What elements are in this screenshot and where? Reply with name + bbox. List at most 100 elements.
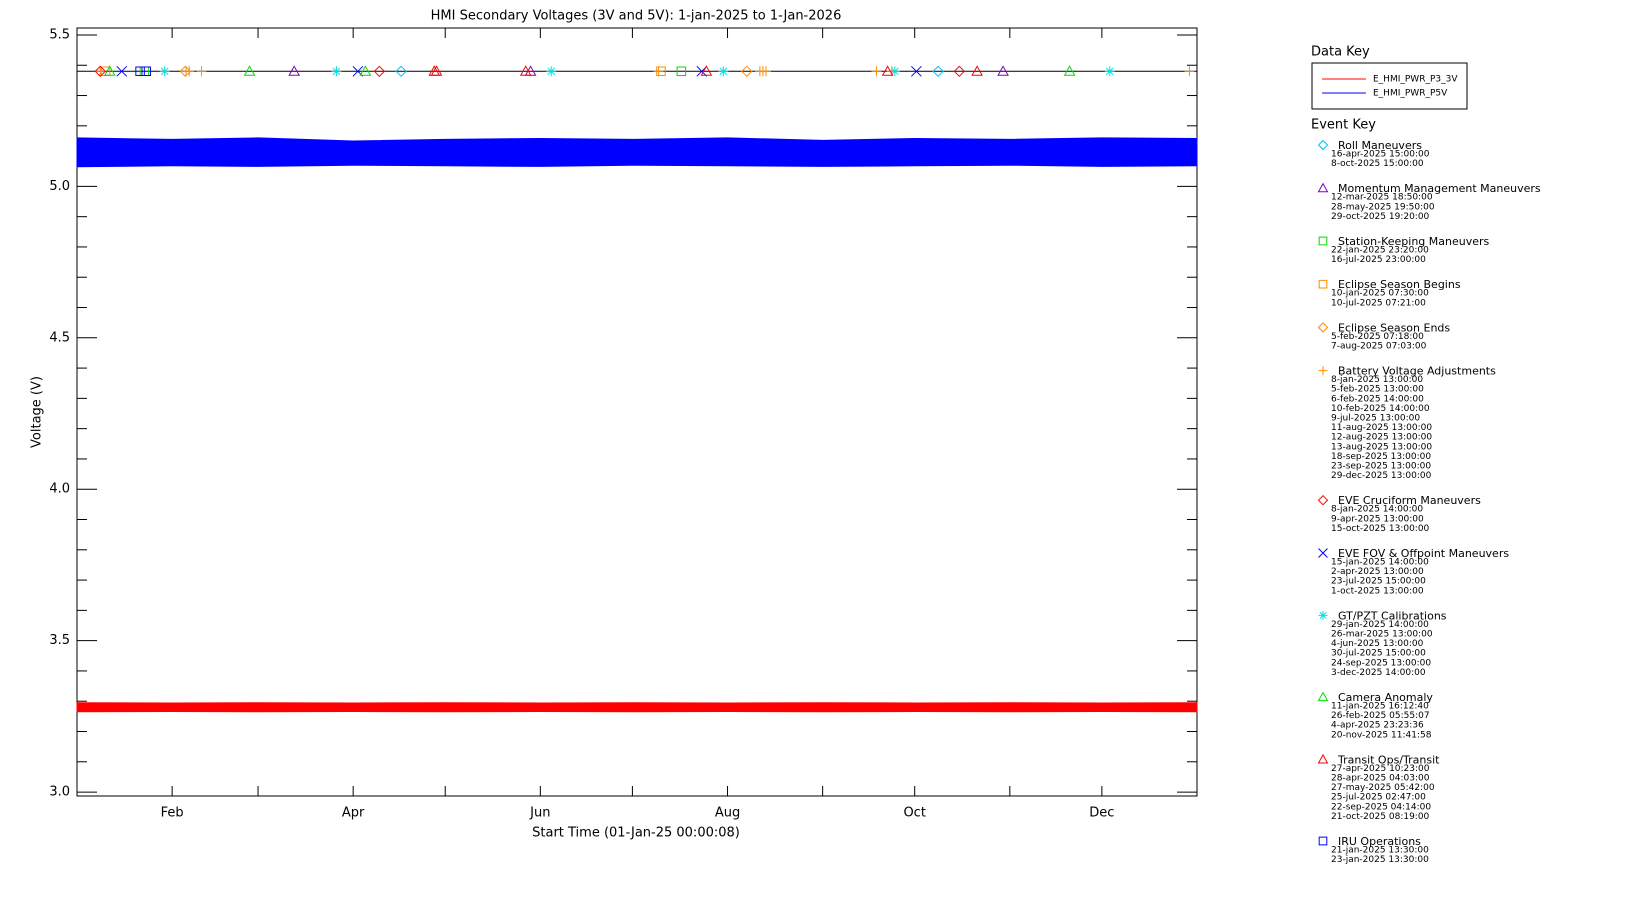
event-marker [196,66,207,77]
event-key-date: 11-aug-2025 13:00:00 [1331,423,1432,433]
plot-frame [76,27,1198,797]
event-key-symbol [1317,691,1329,702]
event-key-date: 26-mar-2025 13:00:00 [1331,630,1433,640]
event-key-date: 9-apr-2025 13:00:00 [1331,514,1424,524]
event-marker [1184,66,1195,77]
legend-box [1311,62,1468,110]
event-key-symbol [1318,836,1328,846]
event-key-date: 4-apr-2025 23:23:36 [1331,721,1424,731]
event-key-date: 21-oct-2025 08:19:00 [1331,812,1430,822]
event-marker [700,65,713,76]
event-key-name: EVE Cruciform Maneuvers [1338,494,1481,507]
y-tick-label: 5.5 [49,27,70,42]
event-key-date: 23-sep-2025 13:00:00 [1331,462,1431,472]
event-key-date: 8-jan-2025 14:00:00 [1331,505,1423,515]
event-key-date: 20-nov-2025 11:41:58 [1331,730,1432,740]
event-marker [871,66,882,77]
event-key-date: 11-jan-2025 16:12:40 [1331,702,1429,712]
event-key-name: Transit Ops/Transit [1337,753,1440,766]
event-key-date: 10-feb-2025 14:00:00 [1331,404,1430,414]
event-key-date: 8-oct-2025 15:00:00 [1331,159,1424,169]
legend-label: E_HMI_PWR_P3_3V [1373,75,1458,85]
x-tick-label: Oct [903,806,925,821]
event-key-date: 18-sep-2025 13:00:00 [1331,452,1431,462]
event-key-date: 4-jun-2025 13:00:00 [1331,639,1424,649]
event-marker [243,65,256,76]
event-marker [94,65,106,78]
chart-title: HMI Secondary Voltages (3V and 5V): 1-ja… [431,9,842,24]
event-key-date: 16-apr-2025 15:00:00 [1331,150,1430,160]
x-tick-label: Feb [161,806,184,821]
event-key-date: 15-oct-2025 13:00:00 [1331,524,1430,534]
event-key-date: 29-oct-2025 19:20:00 [1331,212,1430,222]
event-key-name: IRU Operations [1338,835,1421,848]
event-key-date: 28-apr-2025 04:03:00 [1331,774,1430,784]
event-key-date: 26-feb-2025 05:55:07 [1331,711,1430,721]
event-key-date: 10-jan-2025 07:30:00 [1331,289,1429,299]
series-band [76,702,1198,713]
event-marker [359,65,372,76]
event-key-date: 1-oct-2025 13:00:00 [1331,586,1424,596]
legend-title: Data Key [1311,45,1370,60]
y-tick-label: 3.5 [49,633,70,648]
x-axis-label: Start Time (01-Jan-25 00:00:08) [532,826,740,841]
event-marker [911,65,922,77]
event-key-symbol [1318,610,1328,620]
event-marker [881,65,894,76]
event-key-name: Station-Keeping Maneuvers [1338,235,1490,248]
event-marker [718,66,729,77]
event-marker [676,66,687,77]
y-tick-label: 4.5 [49,330,70,345]
event-key-name: Camera Anomaly [1338,691,1433,704]
event-key-symbol [1318,279,1328,289]
event-marker [184,66,195,77]
x-tick-label: Aug [715,806,740,821]
event-marker [656,66,666,77]
y-tick-label: 3.0 [49,785,70,800]
event-key-date: 10-jul-2025 07:21:00 [1331,298,1426,308]
event-key-date: 6-feb-2025 14:00:00 [1331,394,1424,404]
x-tick-label: Jun [529,806,550,821]
event-key-date: 5-feb-2025 07:18:00 [1331,332,1424,342]
event-key-name: Eclipse Season Ends [1338,321,1450,334]
event-key-symbol [1317,322,1329,333]
event-marker [971,65,983,76]
y-axis-label: Voltage (V) [30,376,45,448]
event-key-date: 30-jul-2025 15:00:00 [1331,649,1426,659]
event-marker [932,65,944,78]
event-key-date: 3-dec-2025 14:00:00 [1331,668,1426,678]
event-marker [395,65,407,78]
event-marker [430,65,443,76]
event-key-date: 27-may-2025 05:42:00 [1331,783,1435,793]
event-marker [373,65,386,78]
event-key-date: 9-jul-2025 13:00:00 [1331,414,1420,424]
event-key-date: 22-sep-2025 04:14:00 [1331,802,1431,812]
event-key-date: 21-jan-2025 13:30:00 [1331,846,1429,856]
event-key-date: 16-jul-2025 23:00:00 [1331,255,1426,265]
event-key-date: 28-may-2025 19:50:00 [1331,202,1435,212]
event-key-date: 7-aug-2025 07:03:00 [1331,342,1427,352]
event-key-date: 2-apr-2025 13:00:00 [1331,567,1424,577]
event-key-name: Momentum Management Maneuvers [1338,182,1541,195]
y-tick-label: 4.0 [49,482,70,497]
event-marker [1063,65,1076,76]
event-key-symbol [1317,494,1329,506]
event-key-date: 29-jan-2025 14:00:00 [1331,620,1429,630]
event-marker [953,65,966,78]
event-marker [889,66,900,77]
event-key-symbol [1318,366,1328,376]
legend-label: E_HMI_PWR_P5V [1373,89,1448,99]
event-key-name: Battery Voltage Adjustments [1338,365,1496,378]
event-marker [116,65,128,77]
event-key-date: 27-apr-2025 10:23:00 [1331,764,1430,774]
event-key-date: 29-dec-2025 13:00:00 [1331,471,1432,481]
event-marker [997,65,1009,76]
event-key-date: 23-jan-2025 13:30:00 [1331,855,1429,865]
event-key-date: 15-jan-2025 14:00:00 [1331,558,1429,568]
event-marker [103,65,116,76]
event-key-symbol [1317,182,1329,193]
event-key-name: EVE FOV & Offpoint Maneuvers [1338,547,1509,560]
event-key-date: 24-sep-2025 13:00:00 [1331,658,1431,668]
